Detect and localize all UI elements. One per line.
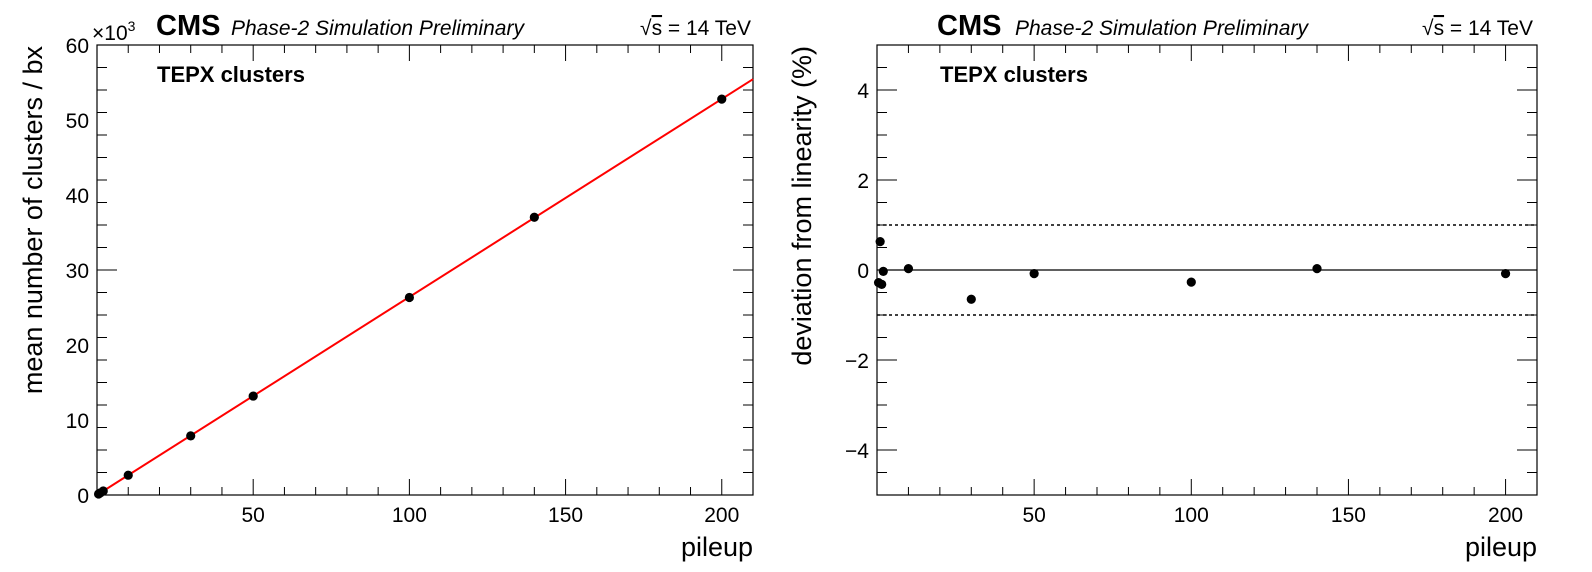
right-chart-panel: 50 100 150 200 −4 −2 0 2 4 CMS Phase-2 Simulatio… <box>787 10 1538 562</box>
right-data-point <box>1029 269 1039 279</box>
right-annotation: TEPX clusters <box>940 62 1088 87</box>
left-x-tick-label: 200 <box>704 504 739 527</box>
left-y-multiplier: ×103 <box>92 18 136 45</box>
left-data-point <box>529 212 539 222</box>
left-x-axis-title: pileup <box>681 532 753 562</box>
left-fit-line <box>96 78 754 496</box>
right-data-points <box>873 237 1511 304</box>
left-chart-panel: 50 100 150 200 0 10 20 30 40 50 60 ×103 CMS Phase-… <box>18 10 754 562</box>
left-data-point <box>248 391 258 401</box>
right-data-point <box>877 279 887 289</box>
left-y-tick-label: 20 <box>66 335 89 358</box>
left-y-axis-title: mean number of clusters / bx <box>18 46 48 395</box>
right-data-point <box>875 237 885 247</box>
right-x-tick-label: 200 <box>1488 504 1523 527</box>
right-data-point <box>903 264 914 274</box>
right-cms-logo-text: CMS <box>937 10 1001 42</box>
right-data-point <box>1500 269 1511 279</box>
left-y-tick-label: 30 <box>66 260 89 283</box>
left-y-tick-label: 50 <box>66 110 89 133</box>
left-minor-ticks <box>97 45 753 495</box>
left-data-point <box>404 292 414 303</box>
left-data-point <box>186 431 196 441</box>
right-y-tick-label: 0 <box>857 260 869 283</box>
left-cms-logo-text: CMS <box>156 10 220 42</box>
left-y-tick-label: 40 <box>66 185 89 208</box>
right-data-point <box>966 294 976 304</box>
right-data-point <box>878 266 888 276</box>
right-y-tick-label: 2 <box>857 170 869 193</box>
right-x-tick-label: 150 <box>1331 504 1366 527</box>
right-x-axis-title: pileup <box>1465 532 1537 562</box>
right-data-point <box>1312 264 1322 274</box>
left-data-point <box>98 486 108 496</box>
left-x-tick-label: 50 <box>242 504 265 527</box>
left-annotation: TEPX clusters <box>157 62 305 87</box>
right-y-axis-title: deviation from linearity (%) <box>787 46 817 366</box>
right-data-point <box>1186 277 1196 287</box>
left-data-point <box>123 470 133 480</box>
left-data-point <box>717 94 727 104</box>
left-data-points <box>93 94 727 499</box>
left-status-text: Phase-2 Simulation Preliminary <box>231 17 525 40</box>
right-y-tick-label: −4 <box>845 440 869 463</box>
left-x-tick-label: 150 <box>548 504 583 527</box>
left-y-tick-label: 0 <box>77 485 89 508</box>
right-energy-text: √s = 14 TeV <box>1422 17 1533 40</box>
left-x-tick-label: 100 <box>392 504 427 527</box>
right-y-tick-label: 4 <box>857 80 869 103</box>
left-y-tick-label: 10 <box>66 410 89 433</box>
left-fit-line-group <box>96 78 754 496</box>
right-reference-lines <box>877 224 1537 316</box>
left-plot-frame <box>96 44 754 496</box>
left-energy-text: √s = 14 TeV <box>640 17 751 40</box>
right-y-tick-label: −2 <box>845 350 869 373</box>
right-x-tick-label: 100 <box>1174 504 1209 527</box>
left-tick-labels: 50 100 150 200 0 10 20 30 40 50 60 <box>66 35 740 527</box>
right-tick-labels: 50 100 150 200 −4 −2 0 2 4 <box>845 80 1523 527</box>
left-y-tick-label: 60 <box>66 35 89 58</box>
right-status-text: Phase-2 Simulation Preliminary <box>1015 17 1309 40</box>
right-x-tick-label: 50 <box>1022 504 1045 527</box>
